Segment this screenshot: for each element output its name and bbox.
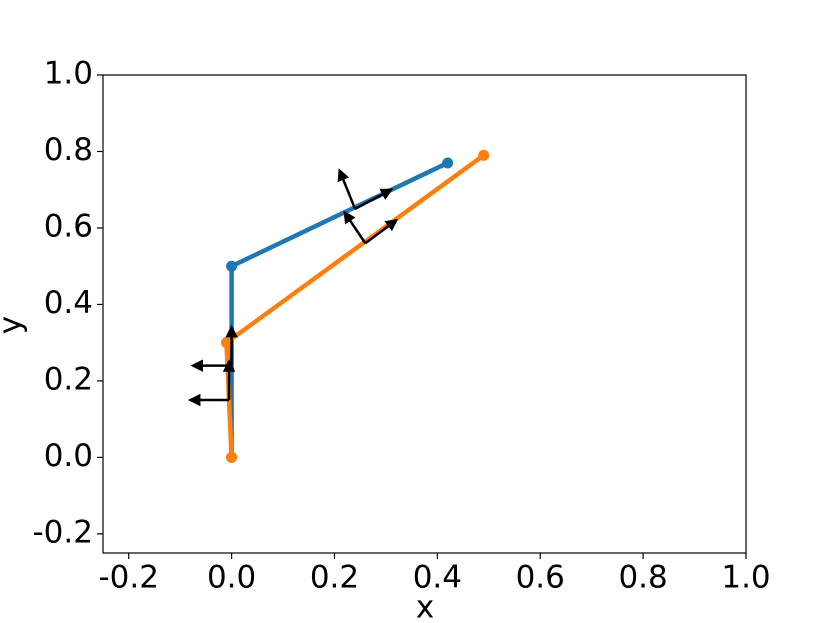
x-axis-label: x: [416, 590, 434, 623]
x-tick-label: -0.2: [98, 560, 159, 596]
arrow: [354, 188, 394, 210]
arrow: [364, 218, 399, 245]
arrow: [343, 210, 367, 244]
x-tick-label: 1.0: [721, 560, 770, 596]
point: [226, 260, 238, 272]
series-line: [224, 153, 485, 458]
y-tick-label: 1.0: [44, 56, 93, 92]
point: [442, 157, 454, 169]
x-tick-label: 0.6: [516, 560, 565, 596]
y-tick-label: 0.6: [44, 208, 93, 244]
arrow: [337, 168, 357, 210]
y-tick-label: 0.2: [44, 361, 93, 397]
x-tick-label: 0.2: [310, 560, 359, 596]
y-tick-label: 0.0: [44, 438, 93, 474]
plot-frame: [102, 74, 747, 554]
y-tick-label: 0.4: [44, 285, 93, 321]
x-tick-label: 0.0: [207, 560, 256, 596]
y-tick-label: -0.2: [33, 514, 94, 550]
y-tick-label: 0.8: [44, 132, 93, 168]
point: [478, 149, 490, 161]
x-tick-label: 0.8: [618, 560, 667, 596]
point: [226, 451, 238, 463]
y-axis-label: y: [0, 316, 29, 334]
x-tick-label: 0.4: [413, 560, 462, 596]
point: [220, 337, 232, 349]
